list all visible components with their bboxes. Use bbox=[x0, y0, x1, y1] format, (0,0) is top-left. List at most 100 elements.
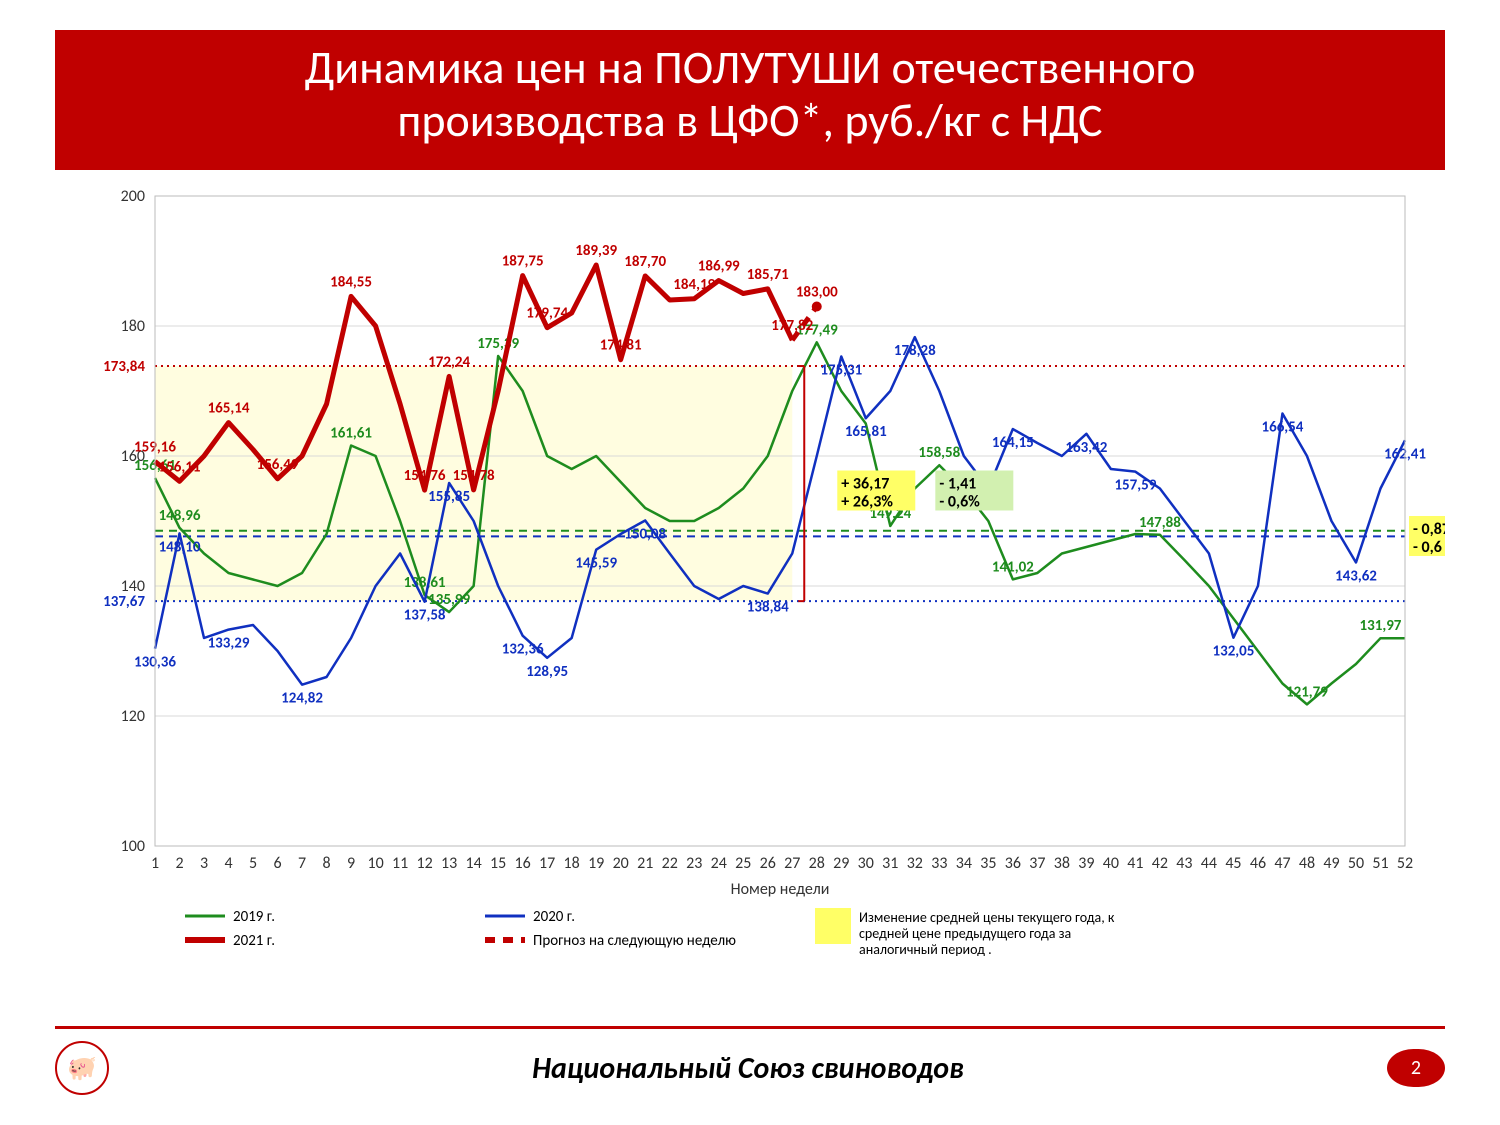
data-label: 156,11 bbox=[159, 458, 201, 476]
y-tick-label: 180 bbox=[121, 317, 145, 336]
x-tick-label: 52 bbox=[1397, 854, 1413, 873]
legend-label: 2020 г. bbox=[533, 908, 575, 926]
x-tick-label: 12 bbox=[416, 854, 432, 873]
x-tick-label: 41 bbox=[1127, 854, 1143, 873]
data-label: 189,39 bbox=[575, 242, 617, 260]
data-label: 184,19 bbox=[673, 276, 715, 294]
x-tick-label: 25 bbox=[735, 854, 751, 873]
data-label: 131,97 bbox=[1360, 617, 1402, 635]
x-tick-label: 23 bbox=[686, 854, 702, 873]
legend-label: 2021 г. bbox=[233, 932, 275, 950]
data-label: 121,79 bbox=[1286, 683, 1328, 701]
data-label: 186,99 bbox=[698, 257, 740, 275]
x-tick-label: 28 bbox=[809, 854, 825, 873]
legend-right-text: аналогичный период . bbox=[859, 941, 992, 956]
x-tick-label: 45 bbox=[1225, 854, 1241, 873]
page-number: 2 bbox=[1411, 1056, 1421, 1080]
data-label: 145,59 bbox=[575, 554, 617, 572]
data-label: 150,08 bbox=[624, 525, 666, 543]
legend-right-text: средней цене предыдущего года за bbox=[859, 925, 1071, 942]
x-tick-label: 29 bbox=[833, 854, 849, 873]
data-label: 157,59 bbox=[1114, 476, 1156, 494]
data-label: 166,54 bbox=[1262, 418, 1304, 436]
callout-text: - 1,41 bbox=[939, 474, 976, 493]
data-label: 187,75 bbox=[502, 252, 544, 270]
data-label: 172,24 bbox=[428, 353, 470, 371]
y-tick-label: 120 bbox=[121, 707, 145, 726]
data-label: 154,76 bbox=[404, 467, 446, 485]
x-tick-label: 26 bbox=[760, 854, 776, 873]
data-label: 178,28 bbox=[894, 342, 936, 360]
legend-right-text: Изменение средней цены текущего года, к bbox=[859, 909, 1115, 926]
x-tick-label: 2 bbox=[175, 854, 183, 873]
callout-text: - 0,87 bbox=[1413, 520, 1445, 539]
callout-text: - 0,6 % bbox=[1413, 538, 1445, 557]
callout-text: - 0,6% bbox=[939, 492, 980, 511]
x-tick-label: 9 bbox=[347, 854, 355, 873]
data-label: 128,95 bbox=[526, 663, 568, 681]
data-label: 179,74 bbox=[526, 304, 568, 322]
x-tick-label: 42 bbox=[1152, 854, 1168, 873]
x-tick-label: 35 bbox=[980, 854, 996, 873]
data-label: 138,61 bbox=[404, 574, 446, 592]
data-label: 175,31 bbox=[820, 361, 862, 379]
ref-label: 137,67 bbox=[103, 593, 145, 611]
legend-right-swatch bbox=[815, 908, 851, 944]
data-label: 132,05 bbox=[1212, 642, 1254, 660]
x-tick-label: 16 bbox=[515, 854, 531, 873]
x-tick-label: 10 bbox=[367, 854, 383, 873]
y-tick-label: 200 bbox=[121, 187, 145, 206]
legend-label: 2019 г. bbox=[233, 908, 275, 926]
x-tick-label: 33 bbox=[931, 854, 947, 873]
x-tick-label: 44 bbox=[1201, 854, 1217, 873]
x-tick-label: 39 bbox=[1078, 854, 1094, 873]
data-label: 147,88 bbox=[1139, 514, 1181, 532]
slide-title: Динамика цен на ПОЛУТУШИ отечественного … bbox=[55, 30, 1445, 170]
data-label: 164,15 bbox=[992, 434, 1034, 452]
x-tick-label: 34 bbox=[956, 854, 972, 873]
x-tick-label: 11 bbox=[392, 854, 408, 873]
data-label: 174,81 bbox=[600, 337, 642, 355]
footer-divider bbox=[55, 1026, 1445, 1029]
data-label: 154,78 bbox=[453, 467, 495, 485]
x-tick-label: 13 bbox=[441, 854, 457, 873]
x-tick-label: 27 bbox=[784, 854, 800, 873]
data-label: 165,81 bbox=[845, 423, 887, 441]
data-label: 158,58 bbox=[918, 444, 960, 462]
org-name: Национальный Союз свиноводов bbox=[109, 1050, 1387, 1087]
x-tick-label: 31 bbox=[882, 854, 898, 873]
x-tick-label: 32 bbox=[907, 854, 923, 873]
data-label: 148,96 bbox=[159, 507, 201, 525]
slide-footer: 🐖 Национальный Союз свиноводов 2 bbox=[55, 1026, 1445, 1095]
data-label: 141,02 bbox=[992, 558, 1034, 576]
x-tick-label: 15 bbox=[490, 854, 506, 873]
x-tick-label: 37 bbox=[1029, 854, 1045, 873]
data-label: 175,39 bbox=[477, 335, 519, 353]
x-tick-label: 50 bbox=[1348, 854, 1364, 873]
ref-label: 173,84 bbox=[103, 358, 145, 376]
data-label: 184,55 bbox=[330, 273, 372, 291]
data-label: 132,36 bbox=[502, 640, 544, 658]
x-tick-label: 17 bbox=[539, 854, 555, 873]
data-label: 124,82 bbox=[281, 689, 323, 707]
data-label: 187,70 bbox=[624, 253, 666, 271]
data-label: 183,00 bbox=[796, 283, 838, 301]
org-logo-icon: 🐖 bbox=[55, 1041, 109, 1095]
page-number-badge: 2 bbox=[1387, 1049, 1445, 1087]
data-label: 165,14 bbox=[208, 399, 250, 417]
x-tick-label: 38 bbox=[1054, 854, 1070, 873]
price-chart: 1001201401601802001234567891011121314151… bbox=[55, 176, 1445, 961]
title-line-1: Динамика цен на ПОЛУТУШИ отечественного bbox=[305, 40, 1196, 96]
x-axis-label: Номер недели bbox=[731, 880, 830, 899]
x-tick-label: 47 bbox=[1274, 854, 1290, 873]
data-label: 133,29 bbox=[208, 634, 250, 652]
data-label: 163,42 bbox=[1065, 439, 1107, 457]
x-tick-label: 51 bbox=[1372, 854, 1388, 873]
x-tick-label: 8 bbox=[323, 854, 331, 873]
x-tick-label: 30 bbox=[858, 854, 874, 873]
data-label: 185,71 bbox=[747, 266, 789, 284]
y-tick-label: 100 bbox=[121, 837, 145, 856]
legend-label: Прогноз на следующую неделю bbox=[533, 932, 736, 950]
x-tick-label: 46 bbox=[1250, 854, 1266, 873]
x-tick-label: 24 bbox=[711, 854, 727, 873]
